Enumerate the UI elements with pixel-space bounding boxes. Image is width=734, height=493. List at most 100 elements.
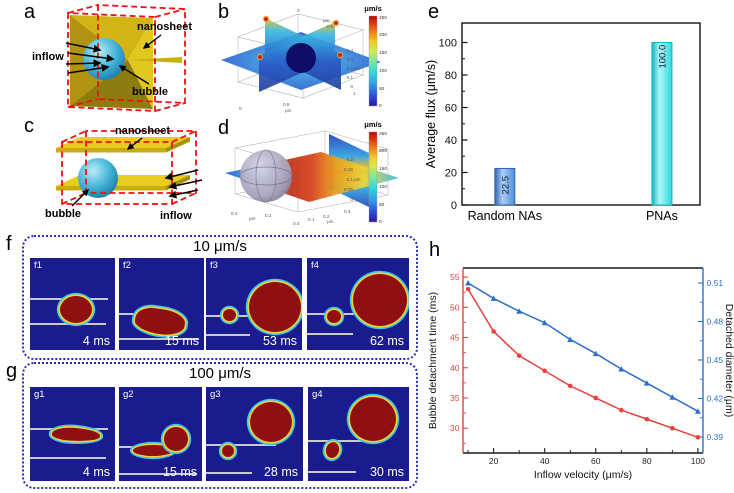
h-left-tick-label: 40 (450, 363, 460, 373)
channel-wall (119, 338, 199, 340)
h-x-tick-label: 100 (691, 456, 705, 466)
bubble (353, 274, 407, 326)
h-data-point (643, 380, 650, 386)
inflow-arrows (164, 169, 203, 199)
bubble (222, 445, 234, 457)
e-bar-value-label: 100.0 (657, 45, 668, 69)
panel-e: 0 20 40 60 80 100 22.5 100.0 Random NAs PNAs Avera… (425, 0, 734, 232)
h-data-point (541, 319, 548, 326)
h-data-point (516, 353, 522, 358)
bubble-label: bubble (132, 86, 169, 98)
b-z-tick: 0.1 (347, 75, 354, 80)
h-left-tick-label: 45 (450, 333, 460, 343)
b-cb-tick: 100 (379, 68, 387, 74)
d-right-tick: 0.2 (323, 214, 330, 219)
channel-wall (206, 472, 252, 474)
h-data-point (516, 308, 523, 314)
h-data-point (670, 425, 675, 431)
d-z-tick: 0.1 (347, 177, 354, 182)
e-y-tick-label: 100 (439, 37, 457, 49)
snapshot-f4: f4 62 ms (307, 258, 409, 350)
bubble-void (286, 43, 316, 73)
e-y-tick-label: 60 (445, 102, 457, 114)
panel-f-letter: f (6, 233, 12, 255)
inflow-label: inflow (160, 210, 192, 222)
e-category-label: PNAs (646, 209, 678, 223)
h-right-tick-label: 0.39 (707, 432, 724, 442)
e-y-tick-label: 40 (445, 135, 457, 147)
label-arrows (71, 137, 143, 207)
d-cb-tick: 100 (379, 184, 387, 190)
d-cb-tick: 50 (379, 202, 385, 208)
frame-time: 28 ms (263, 465, 298, 479)
nanosheet-pyramid (70, 15, 182, 109)
h-data-point (542, 368, 548, 374)
bubble-label: bubble (45, 208, 82, 220)
panel-c: nanosheet bubble inflow (20, 118, 215, 230)
d-right-tick: 0.0 (293, 221, 300, 226)
panel-d: 0.2 0.15 0.1 μm 0.05 0 0.4 μm 0.2 0.0 0.… (213, 118, 428, 231)
nanosheet-label: nanosheet (137, 21, 193, 33)
bubble (249, 282, 301, 332)
frame-id: f2 (123, 260, 131, 271)
b-cb-tick: 150 (379, 50, 387, 56)
bubble (164, 427, 188, 451)
channel-wall (206, 444, 276, 446)
panel-d-simulation-plot: 0.2 0.15 0.1 μm 0.05 0 0.4 μm 0.2 0.0 0.… (225, 120, 399, 226)
d-left-unit: μm (249, 216, 256, 221)
average-flux-bar-chart: 0 20 40 60 80 100 22.5 100.0 Random NAs PNAs Avera… (425, 22, 701, 223)
b-bottom-tick: 1 (353, 91, 356, 96)
b-top-tick: 0.5 (327, 24, 334, 29)
h-data-point (567, 383, 573, 389)
e-bar-value-label: 22.5 (500, 176, 511, 195)
b-z-tick: 0.3 (347, 57, 354, 62)
b-z-tick: 0.4 (347, 48, 354, 53)
bubble (60, 296, 92, 323)
frame-time: 62 ms (369, 334, 404, 348)
d-cb-tick: 150 (379, 166, 387, 172)
bubble-sphere (239, 149, 293, 203)
detachment-line-chart: 20 40 60 80 100 30 35 40 45 50 55 0.39 0.42 0.45 0.48 0… (427, 267, 734, 481)
bubble-sphere (78, 158, 118, 198)
channel-wall (119, 473, 197, 475)
channel-wall (119, 446, 137, 448)
h-data-point (491, 329, 496, 334)
e-y-axis-label: Average flux (μm/s) (425, 60, 438, 168)
frame-time: 4 ms (82, 465, 110, 479)
dashed-simulation-box (67, 4, 186, 112)
snapshot-g2: g2 15 ms (119, 387, 202, 481)
nanosheet-top-slab (56, 137, 190, 153)
h-x-tick-label: 40 (540, 456, 550, 466)
nanosheet-label: nanosheet (115, 125, 171, 137)
bubble (223, 309, 236, 321)
inflow-arrows (65, 42, 115, 74)
h-right-tick-label: 0.42 (707, 393, 724, 403)
b-top-tick: 0 (297, 8, 300, 13)
e-bar-Random NAs (494, 167, 516, 206)
channel-wall (308, 471, 356, 473)
b-z-tick: 0 (350, 84, 353, 89)
panel-f-box: 10 μm/s f1 4 ms f2 15 ms f3 53 ms f4 (22, 235, 418, 360)
inflow-label: inflow (32, 51, 64, 63)
b-bottom-unit: μm (285, 108, 292, 113)
h-left-axis-label: Bubble detachment time (ms) (427, 292, 439, 429)
snapshot-f3: f3 53 ms (206, 258, 302, 350)
b-bottom-tick: 0 (239, 106, 242, 111)
panel-b-simulation-plot: 0.4 0.3 0.2 μm 0.1 0 0 μm 0.5 0 0.5 μm 1… (221, 4, 387, 113)
snapshot-g3: g3 28 ms (206, 387, 303, 481)
panel-a-letter: a (24, 1, 36, 23)
h-data-point (592, 350, 599, 357)
d-cb-tick: 200 (379, 148, 387, 154)
panel-a-illustration (65, 4, 186, 112)
h-right-axis-label: Detached diameter (μm) (723, 304, 734, 417)
b-top-unit: μm (323, 18, 330, 23)
h-data-point (490, 295, 497, 301)
h-x-tick-label: 80 (642, 456, 652, 466)
b-cb-tick: 200 (379, 32, 387, 38)
snapshot-f2: f2 15 ms (119, 258, 204, 350)
panel-g-letter: g (6, 360, 18, 382)
h-data-point (695, 434, 701, 440)
h-series-right (467, 282, 699, 412)
panel-g-box: 100 μm/s g1 4 ms g2 15 ms g3 28 ms g4 (22, 362, 418, 489)
bubble (133, 445, 173, 456)
